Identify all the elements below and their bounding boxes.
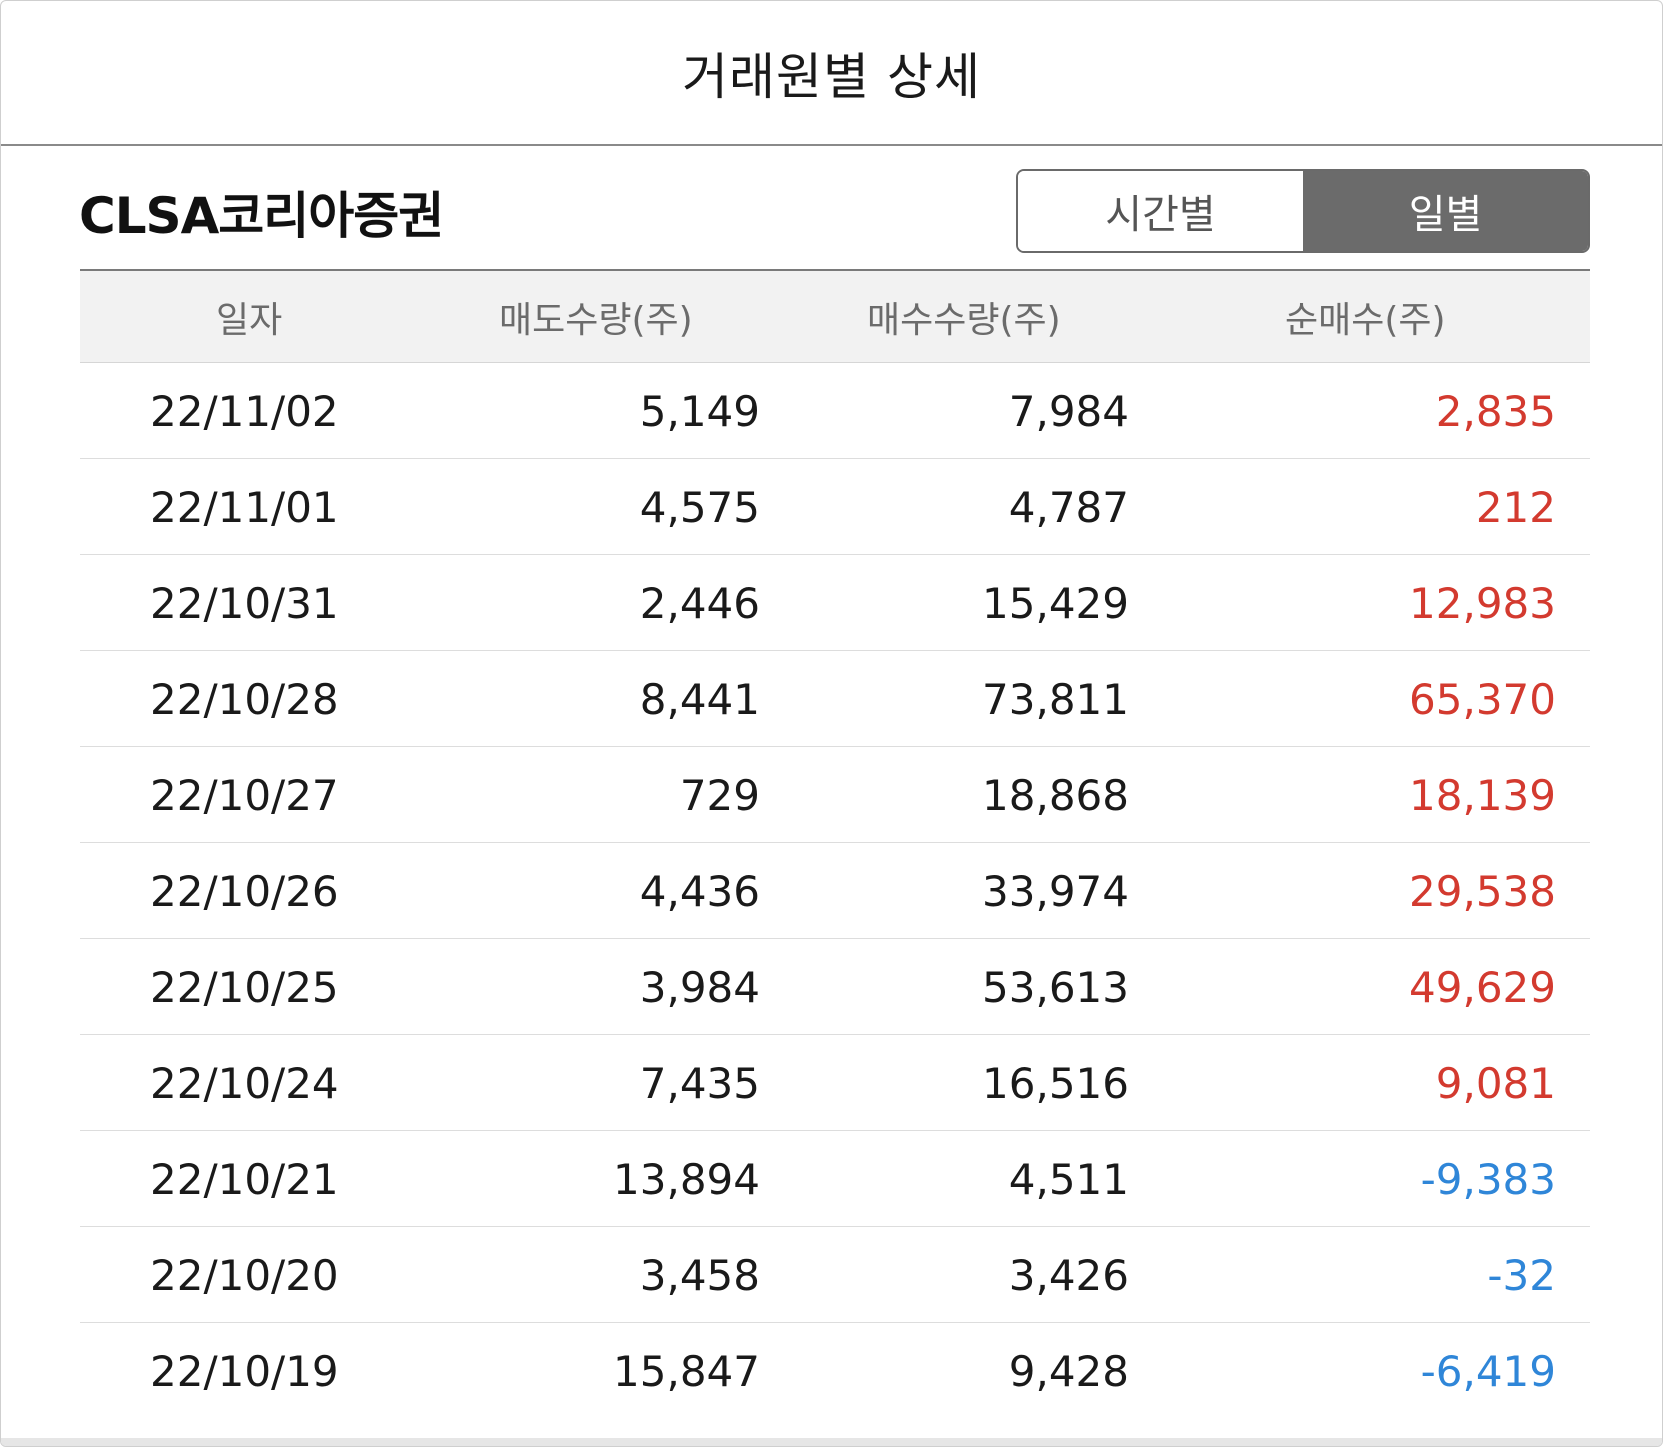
buy-cell: 7,984	[1008, 386, 1129, 436]
buy-cell: 18,868	[982, 770, 1129, 820]
table-row: 22/10/25 3,984 53,613 49,629	[80, 939, 1590, 1035]
net-cell: 18,139	[1409, 770, 1556, 820]
buy-cell: 3,426	[1008, 1250, 1129, 1300]
sell-cell: 7,435	[639, 1058, 760, 1108]
toggle-hourly[interactable]: 시간별	[1018, 171, 1303, 251]
net-cell: 65,370	[1409, 674, 1556, 724]
table-row: 22/10/20 3,458 3,426 -32	[80, 1227, 1590, 1323]
sell-cell: 3,984	[639, 962, 760, 1012]
net-cell: -6,419	[1420, 1346, 1556, 1396]
bottom-divider	[1, 1438, 1662, 1446]
buy-cell: 33,974	[982, 866, 1129, 916]
net-cell: 29,538	[1409, 866, 1556, 916]
date-cell: 22/11/02	[150, 386, 339, 436]
date-cell: 22/10/31	[150, 578, 339, 628]
buy-cell: 73,811	[982, 674, 1129, 724]
column-header-buy: 매수수량(주)	[867, 300, 1061, 341]
table-row: 22/10/21 13,894 4,511 -9,383	[80, 1131, 1590, 1227]
buy-cell: 15,429	[982, 578, 1129, 628]
table-row: 22/10/24 7,435 16,516 9,081	[80, 1035, 1590, 1131]
net-cell: -9,383	[1420, 1154, 1556, 1204]
net-cell: 212	[1475, 482, 1556, 532]
sell-cell: 3,458	[639, 1250, 760, 1300]
date-cell: 22/10/26	[150, 866, 339, 916]
table-row: 22/10/26 4,436 33,974 29,538	[80, 843, 1590, 939]
net-cell: 2,835	[1435, 386, 1556, 436]
date-cell: 22/10/25	[150, 962, 339, 1012]
date-cell: 22/11/01	[150, 482, 339, 532]
date-cell: 22/10/28	[150, 674, 339, 724]
column-header-net: 순매수(주)	[1285, 300, 1446, 341]
date-cell: 22/10/19	[150, 1346, 339, 1396]
net-cell: 12,983	[1409, 578, 1556, 628]
table-row: 22/11/02 5,149 7,984 2,835	[80, 363, 1590, 459]
sell-cell: 8,441	[639, 674, 760, 724]
trade-table: 일자 매도수량(주) 매수수량(주) 순매수(주) 22/11/02 5,149…	[80, 269, 1590, 1419]
sell-cell: 4,575	[639, 482, 760, 532]
buy-cell: 53,613	[982, 962, 1129, 1012]
table-row: 22/10/27 729 18,868 18,139	[80, 747, 1590, 843]
buy-cell: 4,787	[1008, 482, 1129, 532]
table-row: 22/11/01 4,575 4,787 212	[80, 459, 1590, 555]
sell-cell: 13,894	[613, 1154, 760, 1204]
sell-cell: 4,436	[639, 866, 760, 916]
buy-cell: 16,516	[982, 1058, 1129, 1108]
dialog-header: 거래원별 상세	[1, 1, 1662, 146]
sell-cell: 2,446	[639, 578, 760, 628]
sell-cell: 729	[679, 770, 760, 820]
date-cell: 22/10/20	[150, 1250, 339, 1300]
dialog-title: 거래원별 상세	[682, 47, 981, 106]
sell-cell: 15,847	[613, 1346, 760, 1396]
sell-cell: 5,149	[639, 386, 760, 436]
buy-cell: 9,428	[1008, 1346, 1129, 1396]
broker-name: CLSA코리아증권	[79, 187, 444, 245]
date-cell: 22/10/24	[150, 1058, 339, 1108]
table-header: 일자 매도수량(주) 매수수량(주) 순매수(주)	[80, 269, 1590, 363]
date-cell: 22/10/27	[150, 770, 339, 820]
column-header-date: 일자	[216, 300, 283, 341]
date-cell: 22/10/21	[150, 1154, 339, 1204]
table-row: 22/10/28 8,441 73,811 65,370	[80, 651, 1590, 747]
net-cell: 9,081	[1435, 1058, 1556, 1108]
table-row: 22/10/31 2,446 15,429 12,983	[80, 555, 1590, 651]
net-cell: 49,629	[1409, 962, 1556, 1012]
period-toggle: 시간별 일별	[1016, 169, 1590, 253]
net-cell: -32	[1487, 1250, 1556, 1300]
column-header-sell: 매도수량(주)	[499, 300, 693, 341]
toggle-daily[interactable]: 일별	[1303, 171, 1588, 251]
table-row: 22/10/19 15,847 9,428 -6,419	[80, 1323, 1590, 1419]
buy-cell: 4,511	[1008, 1154, 1129, 1204]
